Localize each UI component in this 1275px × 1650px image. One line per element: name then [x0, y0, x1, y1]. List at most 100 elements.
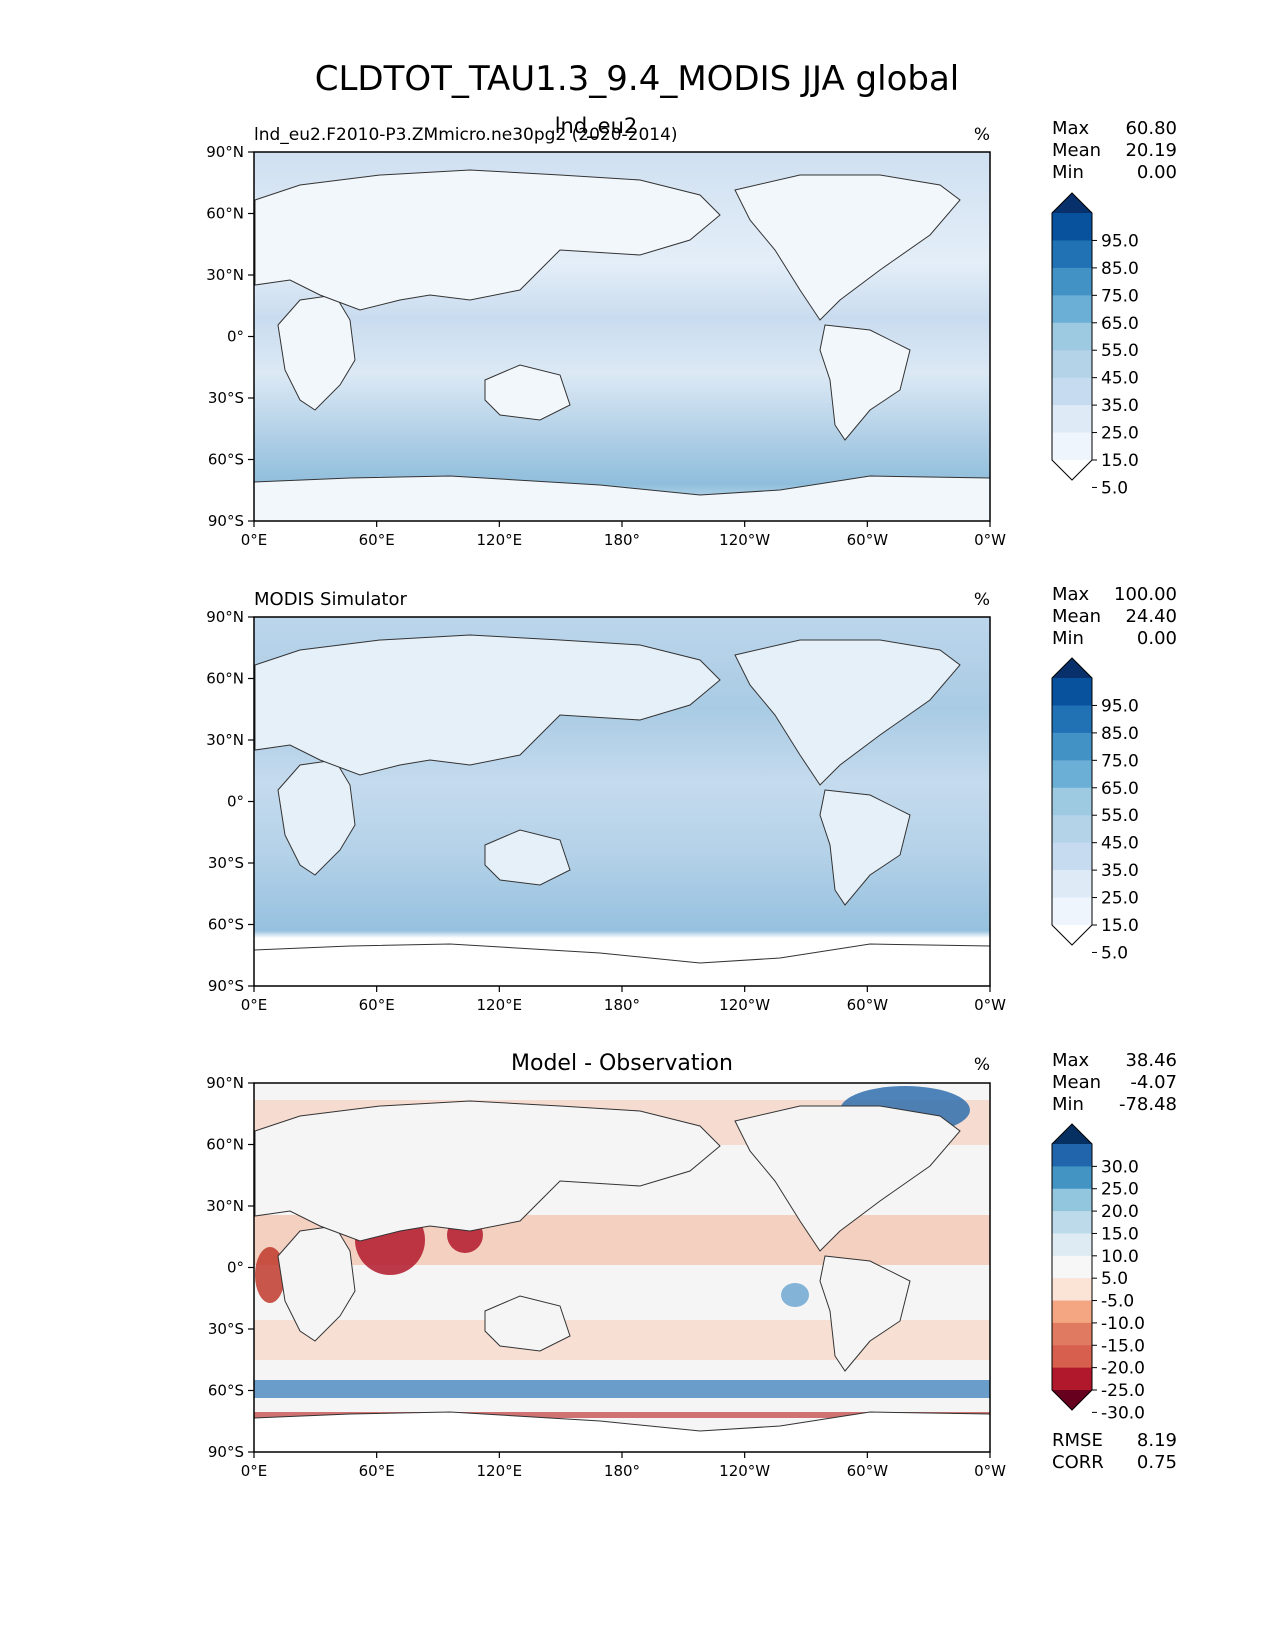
stat-max-label-test: Max	[1052, 118, 1090, 139]
x-tick-label: 0°E	[241, 1462, 268, 1480]
colorbar-tick-label: 65.0	[1101, 779, 1139, 799]
y-tick-label: 60°S	[208, 1382, 244, 1400]
eurasia-landmass	[254, 169, 721, 311]
anomaly-band-southern-ocean	[254, 1380, 990, 1398]
figure-title: CLDTOT_TAU1.3_9.4_MODIS JJA global	[315, 59, 960, 99]
stat-mean-label-test: Mean	[1052, 140, 1101, 161]
stat-min-value-reference: 0.00	[1137, 628, 1177, 649]
colorbar-tick-label: -5.0	[1101, 1292, 1134, 1312]
colorbar-segment	[1052, 322, 1092, 351]
colorbar-difference: 30.0 25.020.015.0 10.05.0 -5.0-10.0-15.0 -20…	[1051, 1123, 1145, 1423]
colorbar-tick-label: -15.0	[1101, 1336, 1145, 1356]
colorbar-tick-label: 20.0	[1101, 1202, 1139, 1222]
colorbar-tick-label: 95.0	[1101, 696, 1139, 716]
panel-reference: MODIS Simulator % 0°E 60°E 120°E 180° 120°W 6…	[206, 584, 1177, 1014]
stat-max-label-difference: Max	[1052, 1050, 1090, 1071]
colorbar-tick-label: 10.0	[1101, 1247, 1139, 1267]
colorbar-segment	[1052, 240, 1092, 269]
stat-mean-value-test: 20.19	[1125, 140, 1177, 161]
x-tick-label: 0°E	[241, 531, 268, 549]
y-tick-label: 0°	[227, 793, 244, 811]
colorbar-segment	[1052, 377, 1092, 406]
y-tick-label: 60°N	[206, 670, 244, 688]
y-axis-test: 90°N 60°N 30°N 0° 30°S 60°S 90°S	[206, 143, 254, 530]
panel-test-center-title: lnd_eu2	[555, 114, 638, 139]
eurasia-landmass	[254, 1100, 721, 1242]
colorbar-tick-label: 15.0	[1101, 916, 1139, 936]
colorbar-segment	[1052, 213, 1092, 241]
stat-mean-label-difference: Mean	[1052, 1072, 1101, 1093]
colorbar-tick-label: 15.0	[1101, 1224, 1139, 1244]
colorbar-reference: 95.0 85.0 75.0 65.0 55.0 45.0 35.0 25.0 15.0 5.0	[1051, 657, 1139, 963]
colorbar-segment	[1052, 1166, 1092, 1190]
stats-test: Max 60.80 Mean 20.19 Min 0.00	[1052, 118, 1177, 183]
colorbar-tick-label: 85.0	[1101, 724, 1139, 744]
colorbar-extend-bottom	[1052, 460, 1092, 480]
x-tick-label: 60°W	[847, 531, 889, 549]
y-tick-label: 90°S	[208, 1443, 244, 1461]
anomaly-gulf-of-guinea	[255, 1247, 285, 1303]
colorbar-extend-bottom	[1052, 1390, 1092, 1410]
x-tick-label: 120°E	[477, 531, 523, 549]
colorbar-segment	[1052, 1367, 1092, 1391]
y-tick-label: 30°S	[208, 389, 244, 407]
australia-landmass	[484, 1295, 571, 1352]
north-america-landmass	[734, 639, 961, 786]
y-tick-label: 30°S	[208, 1320, 244, 1338]
panel-test-units: %	[974, 125, 990, 145]
x-tick-label: 120°E	[477, 1462, 523, 1480]
colorbar-segment	[1052, 350, 1092, 379]
bottom-stats-difference: RMSE 8.19 CORR 0.75	[1052, 1430, 1177, 1473]
stat-min-label-difference: Min	[1052, 1094, 1084, 1115]
x-axis-difference: 0°E 60°E 120°E 180° 120°W 60°W 0°W	[241, 1452, 1006, 1480]
colorbar-tick-label: 65.0	[1101, 314, 1139, 334]
stat-rmse-label: RMSE	[1052, 1430, 1103, 1451]
x-tick-label: 180°	[604, 1462, 640, 1480]
colorbar-tick-label: 5.0	[1101, 478, 1128, 498]
colorbar-tick-label: 45.0	[1101, 369, 1139, 389]
y-tick-label: 30°N	[206, 1197, 244, 1215]
y-tick-label: 90°S	[208, 512, 244, 530]
colorbar-segment	[1052, 815, 1092, 844]
x-tick-label: 60°E	[359, 1462, 395, 1480]
colorbar-tick-label: 25.0	[1101, 1180, 1139, 1200]
colorbar-tick-label: 5.0	[1101, 943, 1128, 963]
y-tick-label: 30°S	[208, 854, 244, 872]
land-test	[253, 169, 991, 522]
colorbar-tick-label: 25.0	[1101, 424, 1139, 444]
colorbar-segment	[1052, 1322, 1092, 1346]
x-axis-reference: 0°E 60°E 120°E 180° 120°W 60°W 0°W	[241, 986, 1006, 1014]
stat-min-label-test: Min	[1052, 162, 1084, 183]
stat-rmse-value: 8.19	[1137, 1430, 1177, 1451]
colorbar-tick-label: 55.0	[1101, 806, 1139, 826]
colorbar-segment	[1052, 1233, 1092, 1257]
panel-test: lnd_eu2 lnd_eu2.F2010-P3.ZMmicro.ne30pg2…	[206, 114, 1177, 549]
panel-difference: Model - Observation % 0°E 60°E 120°E 180° 12…	[206, 1050, 1177, 1480]
colorbar-tick-label: -10.0	[1101, 1314, 1145, 1334]
stats-reference: Max 100.00 Mean 24.40 Min 0.00	[1052, 584, 1177, 649]
x-tick-label: 0°W	[974, 1462, 1006, 1480]
y-tick-label: 90°N	[206, 1074, 244, 1092]
colorbar-segment	[1052, 1345, 1092, 1369]
y-tick-label: 30°N	[206, 731, 244, 749]
colorbar-tick-label: -25.0	[1101, 1381, 1145, 1401]
y-tick-label: 30°N	[206, 266, 244, 284]
eurasia-landmass	[254, 634, 721, 776]
y-tick-label: 0°	[227, 328, 244, 346]
x-tick-label: 60°W	[847, 1462, 889, 1480]
colorbar-tick-label: 95.0	[1101, 231, 1139, 251]
panel-reference-units: %	[974, 590, 990, 610]
y-tick-label: 90°N	[206, 143, 244, 161]
colorbar-tick-label: 75.0	[1101, 751, 1139, 771]
colorbar-tick-label: 5.0	[1101, 1269, 1128, 1289]
stat-max-value-test: 60.80	[1125, 118, 1177, 139]
colorbar-tick-label: 25.0	[1101, 889, 1139, 909]
colorbar-segment	[1052, 732, 1092, 761]
colorbar-segment	[1052, 705, 1092, 734]
x-tick-label: 0°W	[974, 996, 1006, 1014]
x-tick-label: 120°W	[719, 531, 770, 549]
x-tick-label: 0°E	[241, 996, 268, 1014]
colorbar-extend-top	[1052, 658, 1092, 678]
stat-min-value-difference: -78.48	[1119, 1094, 1177, 1115]
